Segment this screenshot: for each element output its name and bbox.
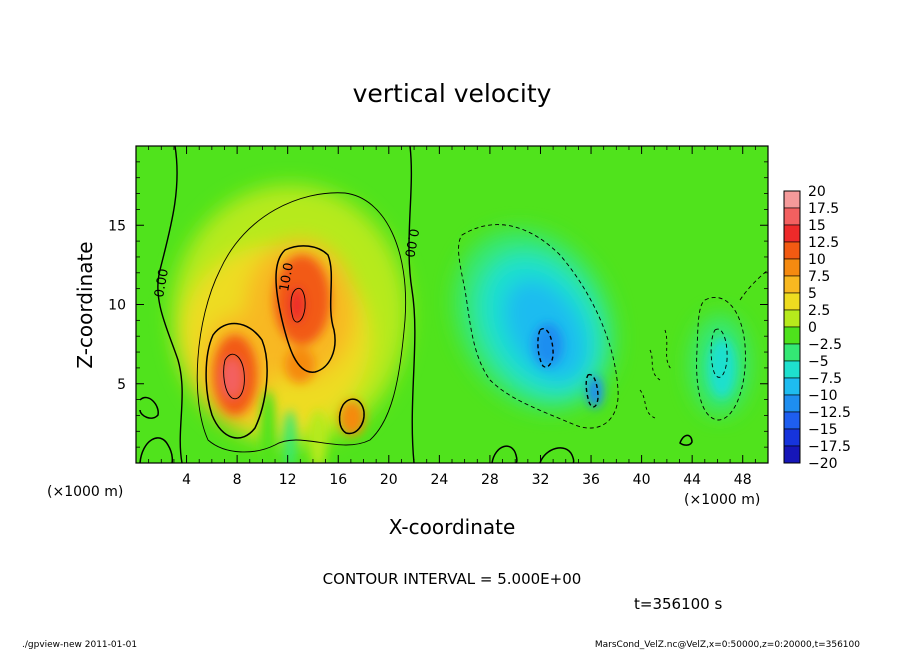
x-tick-label-8: 36 — [582, 472, 600, 488]
x-tick-label-9: 40 — [633, 472, 651, 488]
x-axis: 4 8 12 16 20 24 28 32 36 40 44 48 — [148, 146, 769, 488]
colorbar-swatch-3 — [783, 241, 801, 260]
y-tick-label-2: 15 — [108, 218, 126, 234]
x-tick-label-6: 28 — [481, 472, 499, 488]
colorbar-label-13: −12.5 — [808, 405, 851, 421]
colorbar-label-7: 2.5 — [808, 303, 830, 319]
colorbar-swatch-13 — [783, 411, 801, 430]
downdraft-dashed-right-inner — [710, 328, 728, 378]
colorbar-label-14: −15 — [808, 422, 838, 438]
colorbar-swatch-14 — [783, 428, 801, 447]
chart-title: vertical velocity — [353, 79, 552, 108]
contour-label-updraft: 10.0 — [277, 262, 297, 293]
field-area: 0.00 10.0 0.00 — [136, 146, 768, 463]
colorbar-label-4: 10 — [808, 252, 826, 268]
colorbar-swatch-11 — [783, 377, 801, 396]
zero-contour-mid — [408, 146, 416, 463]
time-text: t=356100 s — [634, 595, 722, 613]
gap-green-2 — [284, 410, 296, 463]
colorbar-swatch-9 — [783, 343, 801, 362]
contour-label-left: 0.00 — [152, 268, 172, 299]
colorbar-swatch-10 — [783, 360, 801, 379]
contour-10-small — [338, 398, 365, 435]
x-unit-right: (×1000 m) — [684, 492, 760, 508]
colorbar-label-10: −5 — [808, 354, 829, 370]
x-tick-label-5: 24 — [430, 472, 448, 488]
contour-5-outer — [196, 192, 407, 453]
downdraft-dashed-scatter — [639, 329, 673, 419]
contour-lines — [139, 146, 768, 463]
downdraft-blue-2 — [587, 376, 603, 408]
contour-15-upper — [290, 288, 306, 323]
colorbar-swatch-12 — [783, 394, 801, 413]
x-tick-label-1: 8 — [233, 472, 242, 488]
colorbar-swatch-15 — [783, 445, 801, 464]
contour-10-upper — [275, 245, 336, 373]
x-tick-label-11: 48 — [734, 472, 752, 488]
updraft-small-right — [339, 400, 365, 436]
colorbar-label-12: −10 — [808, 388, 838, 404]
colorbar-label-11: −7.5 — [808, 371, 842, 387]
bottom-contour-2 — [139, 396, 159, 419]
gap-green-1 — [260, 390, 276, 463]
contour-10-left — [205, 322, 268, 439]
colorbar-label-15: −17.5 — [808, 439, 851, 455]
colorbar-label-0: 20 — [808, 184, 826, 200]
contour-label-group: 0.00 10.0 0.00 — [152, 227, 421, 298]
zero-contour-left — [157, 146, 183, 463]
updraft-peak-upper — [289, 287, 305, 323]
colorbar-swatch-5 — [783, 275, 801, 294]
contour-interval-text: CONTOUR INTERVAL = 5.000E+00 — [323, 570, 582, 588]
downdraft-dashed-right — [696, 297, 746, 421]
downdraft-right-cyan — [708, 338, 736, 398]
colorbar-label-8: 0 — [808, 320, 817, 336]
downdraft-dashed-outer — [458, 224, 619, 429]
bottom-contour-5 — [679, 434, 693, 446]
colorbar-label-1: 17.5 — [808, 201, 839, 217]
x-tick-label-4: 20 — [380, 472, 398, 488]
contour-15-left — [223, 353, 245, 400]
colorbar-label-2: 15 — [808, 218, 826, 234]
colorbar-swatch-6 — [783, 292, 801, 311]
gap-green-3 — [309, 410, 327, 463]
x-tick-label-3: 16 — [329, 472, 347, 488]
bottom-contour-1 — [139, 437, 174, 463]
colorbar-swatch-2 — [783, 224, 801, 243]
downdraft-blue — [533, 323, 563, 367]
colorbar-label-5: 7.5 — [808, 269, 830, 285]
colorbar-swatch-7 — [783, 309, 801, 328]
y-axis: 5 10 15 — [108, 161, 768, 448]
colorbar-label-9: −2.5 — [808, 337, 842, 353]
colorbar-swatch-1 — [783, 207, 801, 226]
x-tick-label-7: 32 — [532, 472, 550, 488]
y-tick-label-1: 10 — [108, 298, 126, 314]
colorbar-label-3: 12.5 — [808, 235, 839, 251]
colorbar-label-6: 5 — [808, 286, 817, 302]
x-unit-left: (×1000 m) — [47, 484, 123, 500]
footer-right: MarsCond_VelZ.nc@VelZ,x=0:50000,z=0:2000… — [594, 640, 860, 650]
y-tick-label-0: 5 — [117, 377, 126, 393]
contour-label-mid: 0.00 — [401, 227, 421, 258]
y-axis-label: Z-coordinate — [73, 241, 97, 368]
downdraft-dashed-core-2 — [585, 373, 599, 408]
x-tick-label-0: 4 — [182, 472, 191, 488]
downdraft-dashed-core — [537, 328, 554, 368]
colorbar: 2017.51512.5107.552.50−2.5−5−7.5−10−12.5… — [783, 184, 851, 472]
x-axis-label: X-coordinate — [389, 515, 516, 539]
updraft-peak-left — [222, 358, 242, 398]
colorbar-frame — [783, 190, 801, 464]
colorbar-label-16: −20 — [808, 456, 838, 472]
colorbar-swatch-4 — [783, 258, 801, 277]
footer-left: ./gpview-new 2011-01-01 — [22, 640, 138, 650]
x-tick-label-10: 44 — [683, 472, 701, 488]
x-tick-label-2: 12 — [279, 472, 297, 488]
colorbar-swatch-0 — [783, 190, 801, 209]
colorbar-swatch-8 — [783, 326, 801, 345]
updraft-region — [172, 185, 408, 463]
downdraft-dashed-edge — [739, 269, 768, 301]
